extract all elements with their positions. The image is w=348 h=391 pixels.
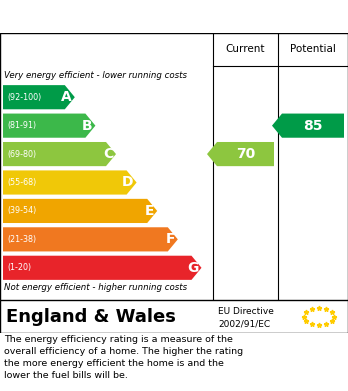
Polygon shape	[3, 256, 201, 280]
Text: (39-54): (39-54)	[7, 206, 36, 215]
Text: F: F	[165, 232, 175, 246]
Text: (69-80): (69-80)	[7, 150, 36, 159]
Text: D: D	[122, 176, 134, 190]
Polygon shape	[3, 142, 116, 166]
Text: (21-38): (21-38)	[7, 235, 36, 244]
Text: C: C	[103, 147, 113, 161]
Text: B: B	[82, 118, 93, 133]
Text: England & Wales: England & Wales	[6, 307, 176, 325]
Text: (81-91): (81-91)	[7, 121, 36, 130]
Text: 2002/91/EC: 2002/91/EC	[218, 319, 270, 328]
Text: (92-100): (92-100)	[7, 93, 41, 102]
Text: E: E	[145, 204, 154, 218]
Text: EU Directive: EU Directive	[218, 307, 274, 316]
Polygon shape	[207, 142, 274, 166]
Polygon shape	[3, 227, 178, 251]
Text: Very energy efficient - lower running costs: Very energy efficient - lower running co…	[4, 71, 187, 80]
Polygon shape	[3, 113, 95, 138]
Text: (55-68): (55-68)	[7, 178, 36, 187]
Text: The energy efficiency rating is a measure of the
overall efficiency of a home. T: The energy efficiency rating is a measur…	[4, 335, 243, 380]
Polygon shape	[3, 170, 137, 195]
Polygon shape	[3, 85, 75, 109]
Text: Current: Current	[226, 44, 265, 54]
Text: Potential: Potential	[290, 44, 336, 54]
Text: A: A	[61, 90, 72, 104]
Text: 70: 70	[236, 147, 255, 161]
Text: Not energy efficient - higher running costs: Not energy efficient - higher running co…	[4, 283, 187, 292]
Text: (1-20): (1-20)	[7, 263, 31, 272]
Text: 85: 85	[303, 118, 323, 133]
Polygon shape	[3, 199, 157, 223]
Text: Energy Efficiency Rating: Energy Efficiency Rating	[8, 7, 237, 25]
Polygon shape	[272, 113, 344, 138]
Text: G: G	[187, 261, 198, 275]
